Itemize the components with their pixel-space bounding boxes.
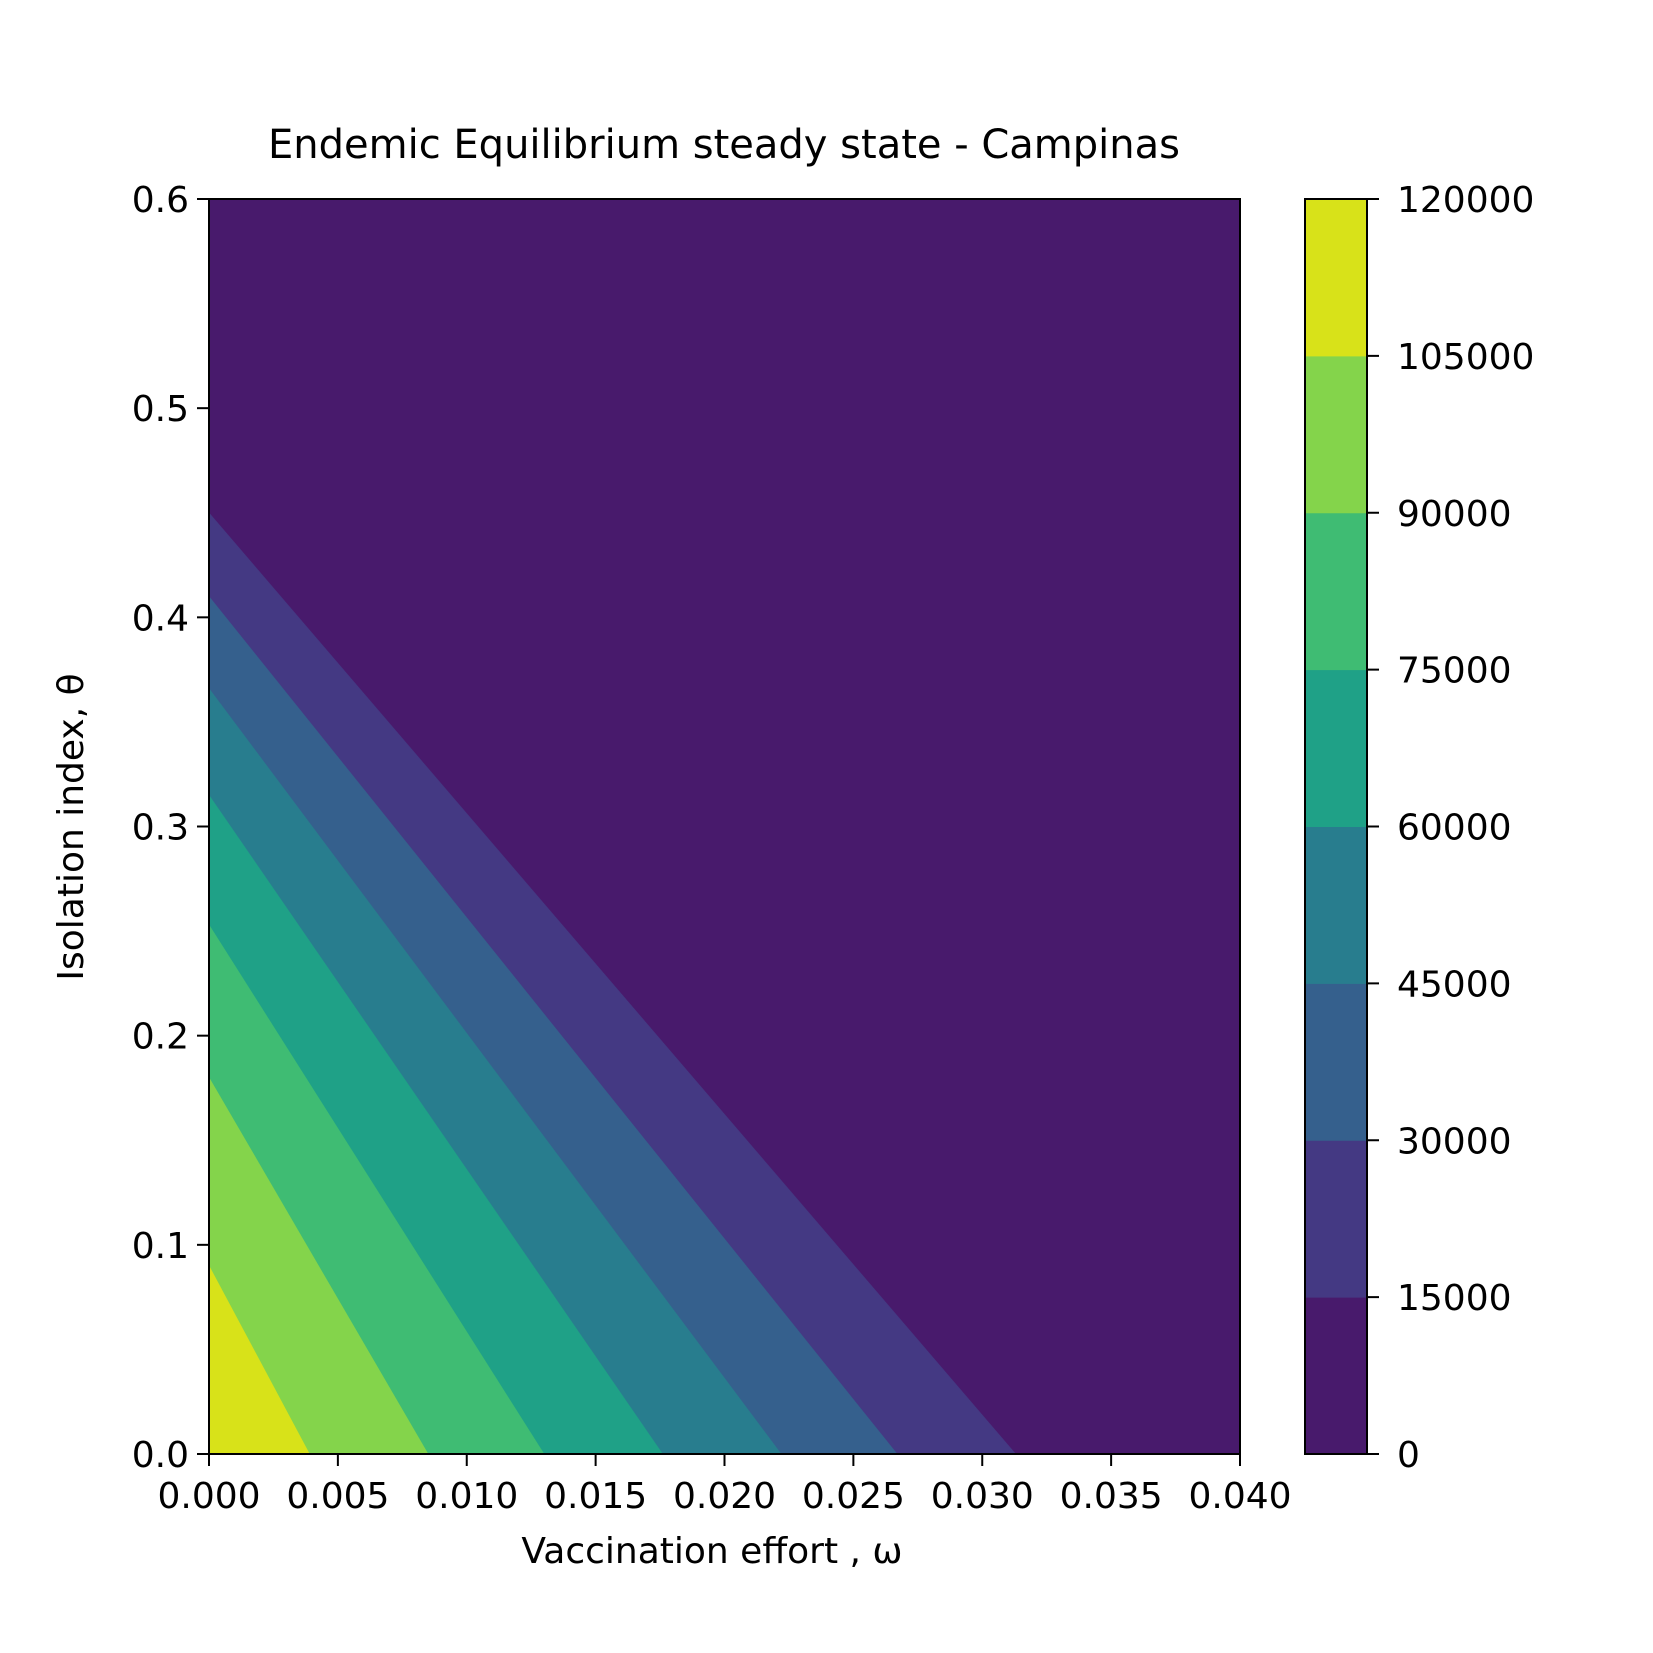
colorbar-tick-label: 0: [1397, 1435, 1420, 1476]
x-tick-label: 0.040: [1188, 1476, 1291, 1517]
x-tick-label: 0.020: [673, 1476, 776, 1517]
y-tick-label: 0.6: [132, 180, 189, 221]
colorbar: 0 15000 30000 45000 60000 75000 90000 105000 120…: [1304, 180, 1534, 1476]
colorbar-tick-label: 15000: [1397, 1278, 1512, 1319]
colorbar-segment: [1305, 199, 1367, 357]
colorbar-tick-label: 105000: [1397, 337, 1534, 378]
colorbar-tick-label: 45000: [1397, 964, 1512, 1005]
x-tick-label: 0.015: [544, 1476, 647, 1517]
colorbar-tick-label: 75000: [1397, 651, 1512, 692]
colorbar-tick-label: 30000: [1397, 1121, 1512, 1162]
y-tick-label: 0.5: [132, 389, 189, 430]
colorbar-tick-label: 60000: [1397, 808, 1512, 849]
colorbar-segment: [1305, 512, 1367, 671]
colorbar-tick-label: 120000: [1397, 180, 1534, 221]
colorbar-segment: [1305, 1140, 1367, 1298]
x-axis-label: Vaccination effort , ω: [521, 1531, 902, 1572]
x-axis: 0.000 0.005 0.010 0.015 0.020 0.025 0.030 0.035…: [157, 1454, 1292, 1517]
x-tick-label: 0.005: [286, 1476, 389, 1517]
colorbar-segment: [1305, 355, 1367, 514]
y-tick-label: 0.0: [132, 1435, 189, 1476]
y-axis: 0.0 0.1 0.2 0.3 0.4 0.5 0.6: [132, 180, 209, 1476]
colorbar-tick-label: 90000: [1397, 494, 1512, 535]
y-axis-label: Isolation index, θ: [51, 673, 92, 980]
colorbar-segment: [1305, 983, 1367, 1141]
y-tick-label: 0.3: [132, 808, 189, 849]
colorbar-segment: [1305, 1297, 1367, 1455]
x-tick-label: 0.035: [1060, 1476, 1163, 1517]
y-tick-label: 0.1: [132, 1226, 189, 1267]
chart-title: Endemic Equilibrium steady state - Campi…: [268, 122, 1180, 168]
y-tick-label: 0.4: [132, 598, 189, 639]
x-tick-label: 0.025: [802, 1476, 905, 1517]
colorbar-segment: [1305, 669, 1367, 827]
colorbar-segment: [1305, 826, 1367, 984]
x-tick-label: 0.030: [931, 1476, 1034, 1517]
x-tick-label: 0.000: [157, 1476, 260, 1517]
plot-area: [208, 198, 1241, 1455]
y-tick-label: 0.2: [132, 1017, 189, 1058]
x-tick-label: 0.010: [415, 1476, 518, 1517]
